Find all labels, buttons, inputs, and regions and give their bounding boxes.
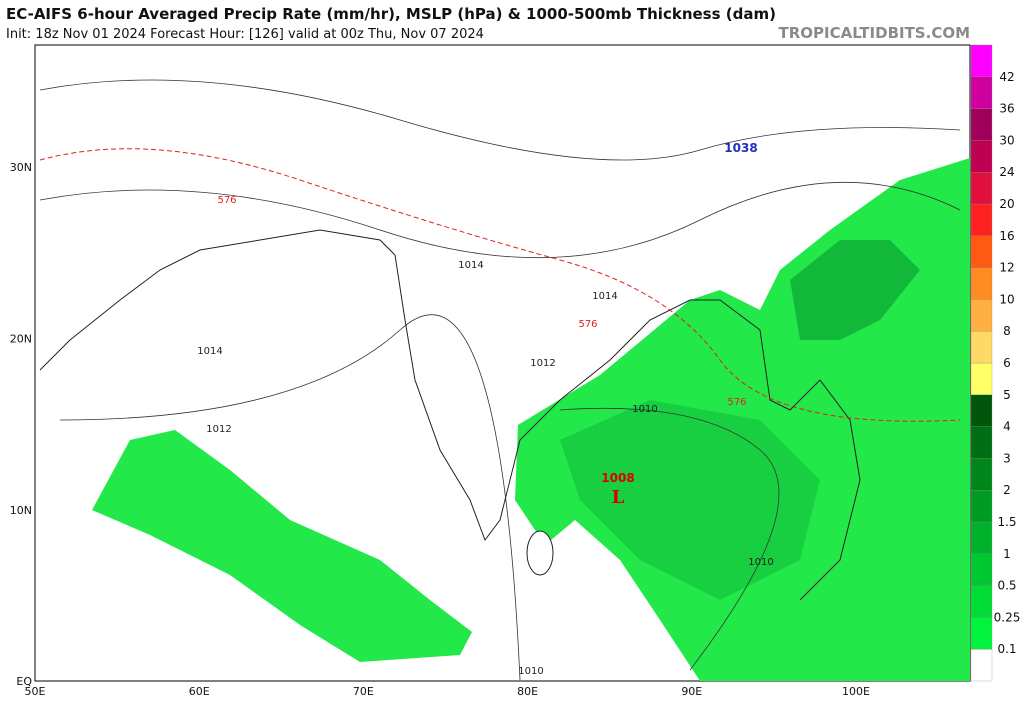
colorbar-label: 16 bbox=[999, 229, 1014, 243]
watermark: TROPICALTIDBITS.COM bbox=[779, 24, 971, 42]
isobar-label: 1012 bbox=[530, 358, 555, 369]
colorbar-label: 3 bbox=[1003, 451, 1011, 465]
precip-area-medium bbox=[560, 400, 820, 600]
isobar-label: 1012 bbox=[206, 424, 231, 435]
colorbar-swatch bbox=[970, 108, 993, 141]
lon-label: 50E bbox=[25, 685, 46, 698]
isobar-label: 1010 bbox=[748, 557, 773, 568]
isobar bbox=[559, 408, 780, 671]
thickness-label: 576 bbox=[727, 397, 746, 408]
precip-area-heavy bbox=[790, 240, 920, 340]
colorbar-swatch bbox=[970, 44, 993, 77]
title: EC-AIFS 6-hour Averaged Precip Rate (mm/… bbox=[6, 5, 776, 23]
lat-label: EQ bbox=[16, 675, 32, 688]
colorbar-swatch bbox=[970, 426, 993, 459]
isobar-label: 1014 bbox=[197, 346, 222, 357]
colorbar-swatch bbox=[970, 235, 993, 268]
isobar-label: 1014 bbox=[592, 291, 617, 302]
lat-label: 10N bbox=[10, 504, 32, 517]
high-pressure-value: 1038 bbox=[724, 141, 757, 155]
colorbar-swatch bbox=[970, 172, 993, 205]
axes: 50E 60E 70E 80E 90E 100E 30N 20N 10N EQ bbox=[10, 161, 870, 698]
thickness-label: 576 bbox=[578, 319, 597, 330]
colorbar-swatch bbox=[970, 140, 993, 173]
isobar-label: 1010 bbox=[632, 404, 657, 415]
colorbar-label: 0.5 bbox=[997, 579, 1016, 593]
colorbar-label: 30 bbox=[999, 133, 1014, 147]
colorbar-label: 6 bbox=[1003, 356, 1011, 370]
subtitle: Init: 18z Nov 01 2024 Forecast Hour: [12… bbox=[6, 27, 484, 42]
thickness-label: 576 bbox=[217, 195, 236, 206]
colorbar-label: 42 bbox=[999, 70, 1014, 84]
isobar bbox=[59, 314, 521, 681]
island bbox=[526, 530, 554, 576]
lon-label: 100E bbox=[842, 685, 870, 698]
colorbar-label: 24 bbox=[999, 165, 1014, 179]
isobar-label: 1014 bbox=[458, 260, 483, 271]
colorbar-swatch bbox=[970, 331, 993, 364]
coastline bbox=[394, 254, 861, 601]
lon-label: 60E bbox=[189, 685, 210, 698]
colorbar-swatch bbox=[970, 553, 993, 586]
low-marker: L bbox=[612, 487, 625, 508]
low-pressure-value: 1008 bbox=[601, 471, 634, 485]
colorbar-swatch bbox=[970, 649, 993, 682]
colorbar-label: 0.25 bbox=[994, 610, 1021, 624]
map: 1012 1014 1010 1010 1010 1012 1014 1014 … bbox=[34, 44, 971, 682]
colorbar-swatch bbox=[970, 267, 993, 300]
coastline bbox=[39, 229, 396, 371]
colorbar-label: 4 bbox=[1003, 420, 1011, 434]
colorbar-swatch bbox=[970, 362, 993, 395]
precip-area bbox=[92, 430, 472, 662]
colorbar-swatch bbox=[970, 617, 993, 650]
colorbar-label: 8 bbox=[1003, 324, 1011, 338]
colorbar-label: 12 bbox=[999, 261, 1014, 275]
isobar-label: 1010 bbox=[518, 666, 543, 677]
lon-label: 80E bbox=[517, 685, 538, 698]
lon-label: 90E bbox=[681, 685, 702, 698]
colorbar-swatch bbox=[970, 394, 993, 427]
colorbar-swatch bbox=[970, 203, 993, 236]
colorbar: 0.1 0.25 0.5 1 1.5 2 3 4 5 6 8 10 12 16 20 24 30 36 42 bbox=[970, 44, 1021, 682]
thickness-line bbox=[39, 148, 961, 422]
colorbar-label: 36 bbox=[999, 102, 1014, 116]
colorbar-swatch bbox=[970, 490, 993, 523]
lat-label: 20N bbox=[10, 332, 32, 345]
colorbar-swatch bbox=[970, 76, 993, 109]
isobar bbox=[39, 79, 961, 161]
colorbar-label: 10 bbox=[999, 292, 1014, 306]
colorbar-label: 0.1 bbox=[997, 642, 1016, 656]
lon-label: 70E bbox=[353, 685, 374, 698]
colorbar-label: 1 bbox=[1003, 547, 1011, 561]
colorbar-label: 20 bbox=[999, 197, 1014, 211]
colorbar-swatch bbox=[970, 458, 993, 491]
colorbar-label: 1.5 bbox=[997, 515, 1016, 529]
lat-label: 30N bbox=[10, 161, 32, 174]
colorbar-label: 2 bbox=[1003, 483, 1011, 497]
colorbar-label: 5 bbox=[1003, 388, 1011, 402]
colorbar-swatch bbox=[970, 521, 993, 554]
colorbar-swatch bbox=[970, 299, 993, 332]
isobar bbox=[39, 181, 961, 259]
colorbar-swatch bbox=[970, 585, 993, 618]
